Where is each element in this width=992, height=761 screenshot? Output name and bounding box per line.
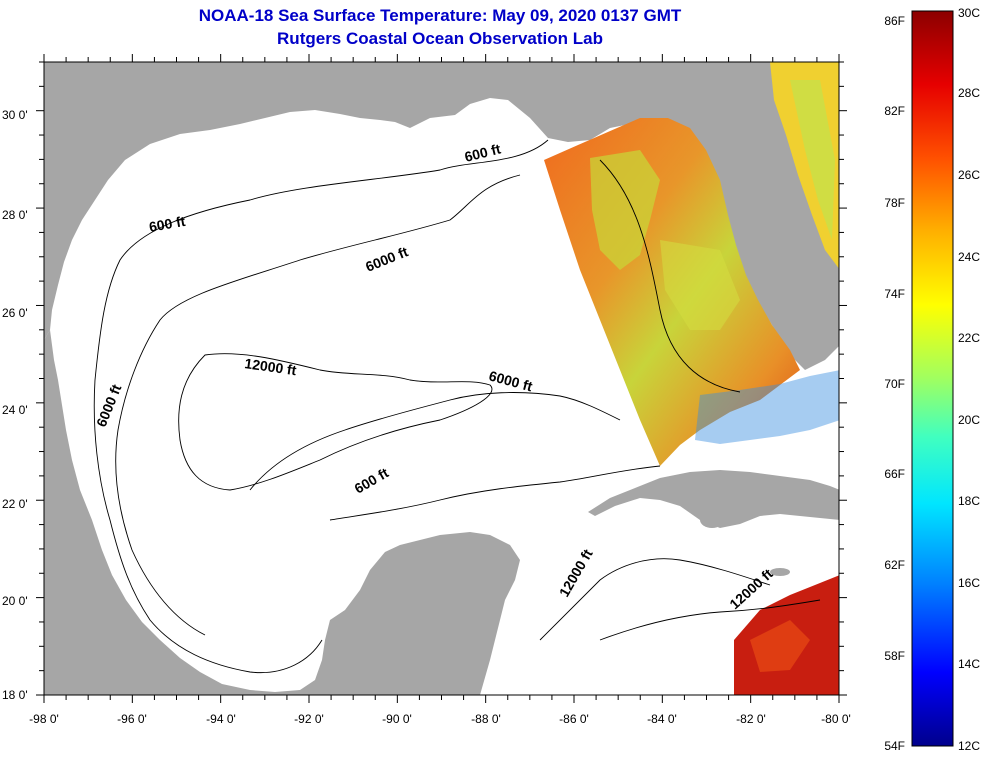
swath-cool-patch xyxy=(590,150,660,270)
colorbar-c-label: 28C xyxy=(958,86,980,100)
swath-caribbean-patch xyxy=(750,620,810,672)
colorbar-f-label: 74F xyxy=(884,287,905,301)
colorbar-c-label: 16C xyxy=(958,576,980,590)
colorbar-c-label: 20C xyxy=(958,413,980,427)
colorbar-c-label: 14C xyxy=(958,657,980,671)
lat-tick-label: 18 0' xyxy=(2,688,28,702)
lat-tick-label: 22 0' xyxy=(2,497,28,511)
isle-of-youth xyxy=(700,512,724,528)
contour-600ft-south xyxy=(329,465,661,521)
contour-label: 12000 ft xyxy=(244,355,298,378)
colorbar-f-label: 82F xyxy=(884,104,905,118)
lon-tick-label: -92 0' xyxy=(294,712,324,726)
lat-tick-label: 24 0' xyxy=(2,403,28,417)
cuba xyxy=(588,470,839,528)
lat-tick-label: 28 0' xyxy=(2,208,28,222)
lon-tick-label: -94 0' xyxy=(206,712,236,726)
island xyxy=(770,568,790,576)
contour-6000ft-south xyxy=(249,392,621,491)
colorbar-f-label: 78F xyxy=(884,196,905,210)
colorbar-c-label: 12C xyxy=(958,739,980,753)
contour-caribbean xyxy=(599,599,821,641)
colorbar-c-label: 30C xyxy=(958,6,980,20)
lon-tick-label: -90 0' xyxy=(382,712,412,726)
colorbar-f-label: 66F xyxy=(884,467,905,481)
sst-swath xyxy=(544,62,839,695)
contour-label: 600 ft xyxy=(148,213,187,235)
contour-600ft xyxy=(93,139,549,674)
map-subtitle: Rutgers Coastal Ocean Observation Lab xyxy=(277,29,603,48)
lon-tick-label: -80 0' xyxy=(821,712,851,726)
contour-12000ft xyxy=(178,353,493,491)
lon-tick-label: -98 0' xyxy=(29,712,59,726)
swath-keys-cloud xyxy=(695,370,839,444)
colorbar-c-label: 18C xyxy=(958,494,980,508)
lon-tick-label: -82 0' xyxy=(736,712,766,726)
colorbar-c-label: 22C xyxy=(958,331,980,345)
colorbar-f-label: 86F xyxy=(884,14,905,28)
colorbar-f-label: 58F xyxy=(884,649,905,663)
lat-axis: 18 0' 20 0' 22 0' 24 0' 26 0' 28 0' 30 0… xyxy=(2,108,28,702)
colorbar-f-labels: 86F 82F 78F 74F 70F 66F 62F 58F 54F xyxy=(884,14,905,753)
colorbar-f-label: 70F xyxy=(884,377,905,391)
lat-tick-label: 20 0' xyxy=(2,594,28,608)
contour-swath-inner xyxy=(599,159,741,393)
lon-tick-label: -86 0' xyxy=(559,712,589,726)
colorbar-c-label: 24C xyxy=(958,250,980,264)
colorbar-f-label: 54F xyxy=(884,739,905,753)
land xyxy=(44,62,839,695)
lon-tick-label: -96 0' xyxy=(117,712,147,726)
colorbar: 86F 82F 78F 74F 70F 66F 62F 58F 54F 30C … xyxy=(884,6,980,753)
us-gulf-coast xyxy=(44,62,839,370)
contour-6000ft xyxy=(115,174,521,636)
axis-ticks xyxy=(36,54,847,703)
bathymetry-contours xyxy=(93,139,821,674)
lon-tick-label: -88 0' xyxy=(471,712,501,726)
colorbar-gradient xyxy=(911,10,954,747)
colorbar-c-labels: 30C 28C 26C 24C 22C 20C 18C 16C 14C 12C xyxy=(958,6,980,753)
lat-tick-label: 26 0' xyxy=(2,306,28,320)
lon-tick-label: -84 0' xyxy=(647,712,677,726)
swath-cool-patch-2 xyxy=(660,240,740,330)
contour-12000ft-east xyxy=(539,558,771,641)
map-area: 600 ft 600 ft 6000 ft 12000 ft 6000 ft 6… xyxy=(44,62,839,695)
colorbar-f-label: 62F xyxy=(884,558,905,572)
swath-atlantic-patch xyxy=(790,80,835,240)
mexico xyxy=(44,330,520,695)
lon-axis: -98 0' -96 0' -94 0' -92 0' -90 0' -88 0… xyxy=(29,712,851,726)
colorbar-c-label: 26C xyxy=(958,168,980,182)
lat-tick-label: 30 0' xyxy=(2,108,28,122)
map-title: NOAA-18 Sea Surface Temperature: May 09,… xyxy=(198,6,682,25)
